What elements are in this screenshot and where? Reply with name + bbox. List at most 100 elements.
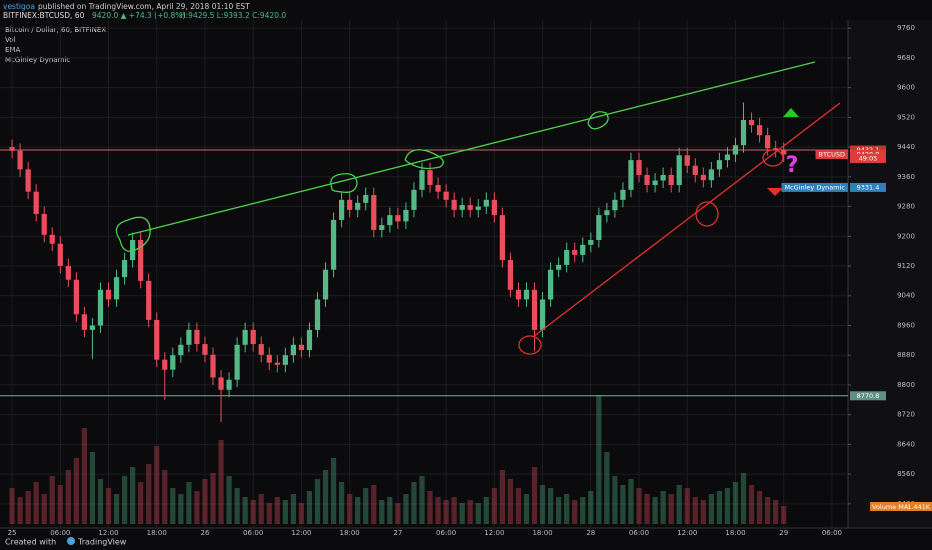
candle-body — [33, 191, 39, 214]
candle-body — [652, 180, 658, 185]
candle-body — [41, 213, 47, 235]
price-tag-name-bg — [815, 150, 848, 160]
candle-body — [459, 205, 465, 210]
volume-bar — [499, 470, 505, 524]
author: vestigoa — [3, 2, 35, 11]
candle-body — [250, 329, 256, 345]
legend-item: EMA — [5, 46, 20, 54]
volume-bar — [322, 470, 329, 524]
candle-body — [507, 260, 514, 290]
volume-bar — [290, 494, 296, 524]
volume-bar — [604, 452, 610, 524]
candle-body — [322, 269, 329, 300]
volume-bar — [347, 494, 353, 524]
candle-body — [692, 165, 698, 175]
volume-bar — [274, 497, 280, 524]
footer-brand: TradingView — [77, 538, 127, 547]
candle-body — [170, 355, 176, 370]
volume-bar — [186, 482, 192, 524]
volume-bar — [531, 467, 538, 524]
candle-body — [531, 289, 538, 330]
candle-body — [395, 215, 401, 222]
candle-body — [105, 289, 112, 300]
x-tick-label: 18:00 — [725, 529, 745, 537]
annotation: ? — [786, 153, 799, 178]
legend-item: McGinley Dynamic — [5, 56, 70, 64]
volume-bar — [49, 476, 55, 524]
circle — [404, 149, 444, 170]
volume-bar — [507, 479, 514, 524]
symbol: BITFINEX:BTCUSD, 60 — [3, 11, 85, 20]
candle-body — [234, 344, 240, 380]
volume-bar — [475, 503, 481, 524]
volume-bar — [266, 503, 272, 524]
candle-body — [363, 195, 369, 203]
volume-bar — [371, 485, 377, 524]
volume-bar — [73, 458, 79, 524]
candle-body — [49, 234, 55, 244]
volume-bar — [170, 488, 176, 524]
volume-bar — [523, 494, 530, 524]
candle-body — [676, 155, 682, 185]
volume-bar — [234, 488, 240, 524]
candle-body — [684, 155, 690, 166]
candle-body — [146, 280, 152, 320]
candle-body — [644, 174, 650, 185]
volume-bar — [130, 467, 136, 524]
x-tick-label: 06:00 — [822, 529, 842, 537]
x-tick-label: 27 — [393, 529, 402, 537]
candle-body — [186, 329, 192, 345]
candle-body — [773, 148, 779, 151]
y-tick-label: 8560 — [897, 470, 915, 478]
volume-bar — [89, 452, 96, 524]
x-tick-label: 06:00 — [629, 529, 649, 537]
x-tick-label: 28 — [586, 529, 595, 537]
volume-bar — [765, 497, 771, 524]
candle-body — [580, 244, 586, 255]
circle — [330, 173, 358, 193]
candle-body — [154, 319, 160, 360]
candle-body — [716, 160, 723, 170]
volume-bar — [515, 488, 522, 524]
volume-bar — [748, 485, 755, 524]
volume-bar — [81, 428, 88, 524]
volume-bar — [298, 503, 305, 524]
candle-body — [81, 314, 88, 330]
volume-bar — [218, 440, 224, 524]
volume-bar — [668, 494, 674, 524]
candle-body — [636, 160, 642, 175]
candle-body — [475, 206, 481, 210]
volume-bar — [612, 476, 618, 524]
volume-bar — [732, 482, 739, 524]
x-tick-label: 18:00 — [532, 529, 552, 537]
candle-body — [451, 199, 457, 210]
candle-body — [740, 119, 747, 146]
volume-bar — [716, 491, 723, 524]
volume-bar — [459, 503, 465, 524]
published: published on TradingView.com, April 29, … — [38, 2, 250, 11]
candle-body — [539, 299, 546, 330]
candle-body — [65, 266, 71, 280]
arrow-up — [783, 108, 799, 117]
volume-bar — [467, 500, 473, 524]
x-tick-label: 25 — [8, 529, 17, 537]
y-tick-label: 8720 — [897, 411, 915, 419]
volume-bar — [97, 479, 104, 524]
y-tick-label: 9120 — [897, 262, 915, 270]
volume-bar — [379, 500, 385, 524]
volume-bar — [596, 395, 602, 524]
volume-bar — [644, 494, 650, 524]
x-tick-label: 12:00 — [677, 529, 697, 537]
trend-line — [532, 102, 841, 338]
volume-bar — [740, 473, 747, 524]
price-axis — [848, 20, 932, 528]
candle-body — [210, 354, 216, 378]
volume-bar — [684, 488, 690, 524]
y-tick-label: 8640 — [897, 440, 915, 448]
candle-body — [89, 325, 96, 330]
circle — [762, 149, 784, 167]
candle-body — [73, 279, 79, 315]
candle-body — [596, 215, 602, 240]
volume-bar — [491, 488, 497, 524]
